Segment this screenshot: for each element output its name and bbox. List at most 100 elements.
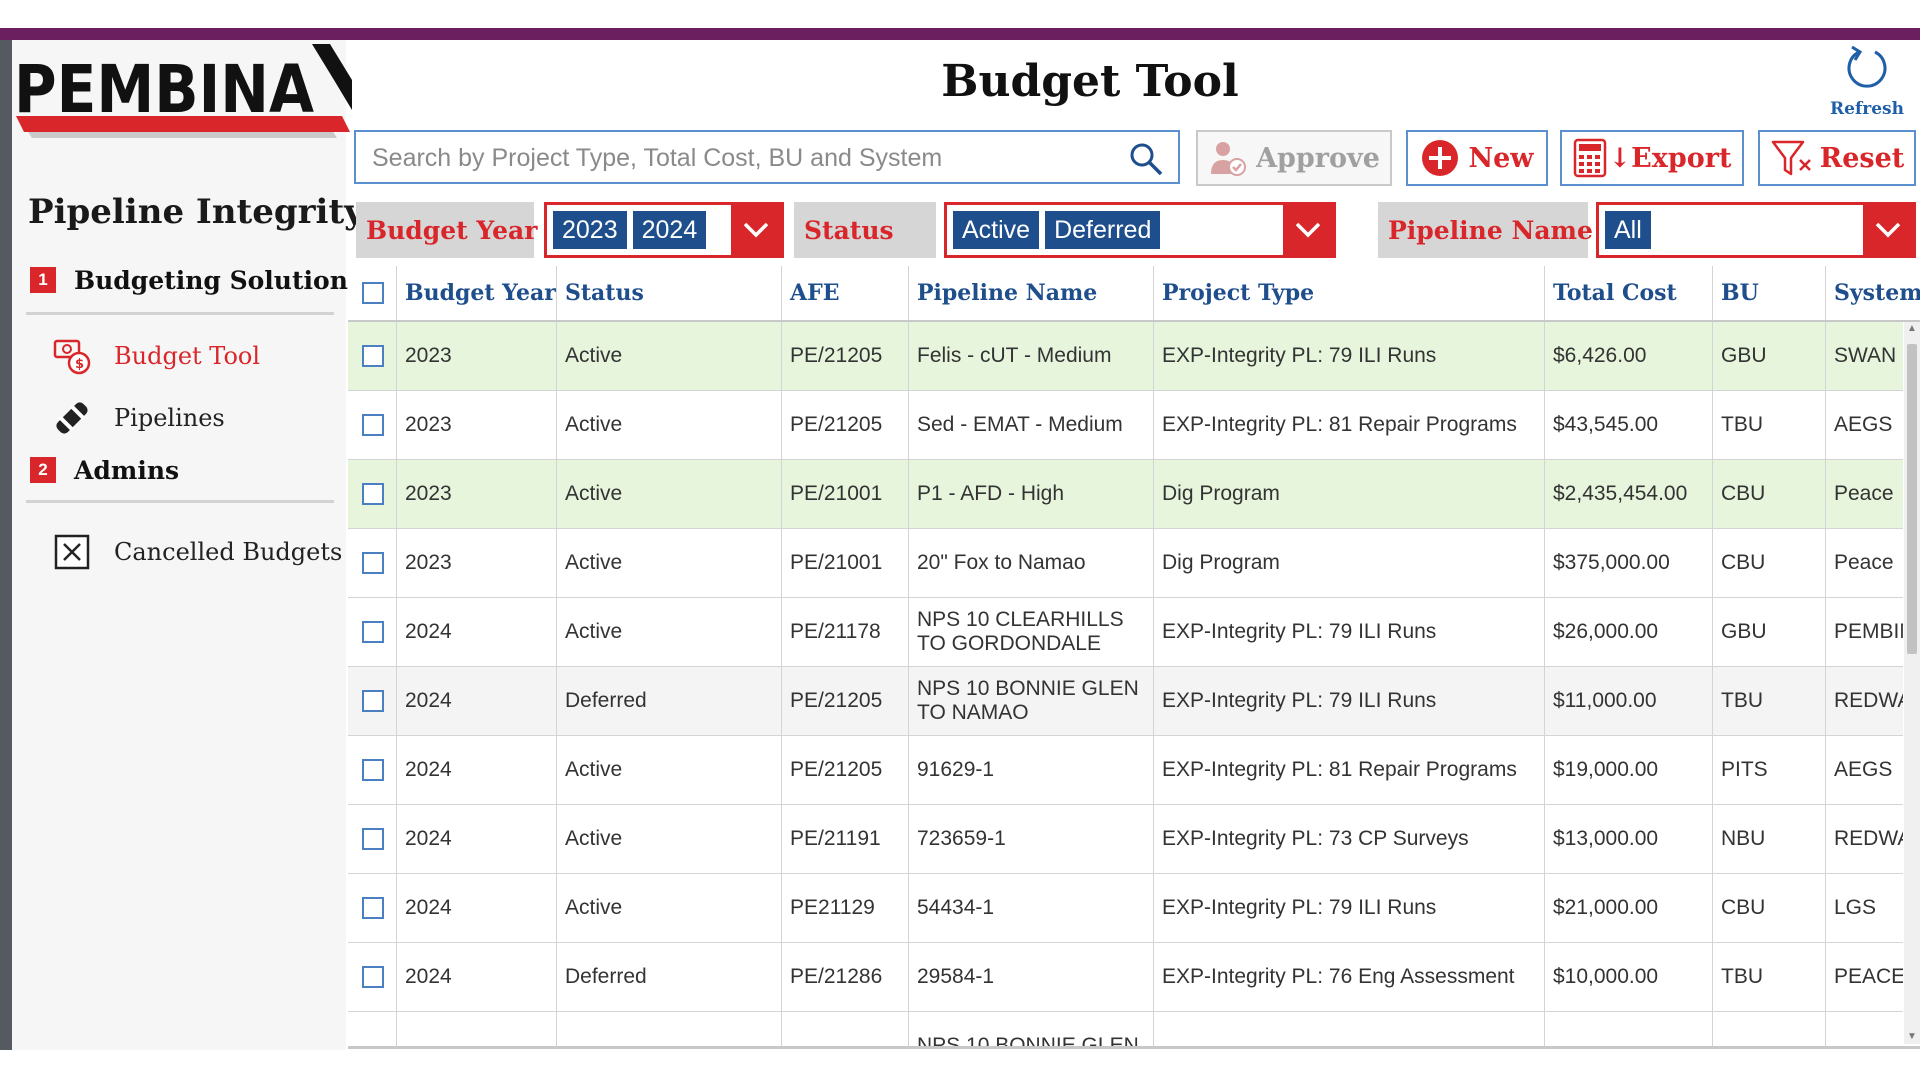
column-header-bu[interactable]: BU bbox=[1712, 266, 1825, 320]
row-checkbox[interactable] bbox=[362, 690, 384, 712]
cell-afe: PE/21001 bbox=[781, 529, 908, 597]
reset-button[interactable]: Reset bbox=[1758, 130, 1916, 186]
selected-chip[interactable]: All bbox=[1605, 211, 1651, 249]
table-row[interactable]: 2024 Active PE/21178 NPS 10 CLEARHILLS TO G… bbox=[348, 598, 1903, 667]
cell-budget-year: 2024 bbox=[396, 805, 556, 873]
cell-project-type: Dig Program bbox=[1153, 460, 1544, 528]
section-admins: 2 Admins bbox=[30, 450, 179, 490]
table-row[interactable]: 2023 Active PE/21001 P1 - AFD - High Dig Pro… bbox=[348, 460, 1903, 529]
pipeline-name-filter-label: Pipeline Name bbox=[1378, 202, 1593, 258]
cell-bu: CBU bbox=[1712, 529, 1825, 597]
budget-year-filter-label: Budget Year bbox=[356, 202, 537, 258]
new-button[interactable]: New bbox=[1406, 130, 1548, 186]
row-checkbox[interactable] bbox=[362, 897, 384, 919]
row-select-cell bbox=[348, 529, 396, 597]
chevron-down-icon[interactable] bbox=[1283, 205, 1333, 255]
cell-afe: PE/21191 bbox=[781, 805, 908, 873]
app-title: Pipeline Integrity bbox=[28, 192, 364, 232]
row-checkbox[interactable] bbox=[362, 483, 384, 505]
cell-bu: PITS bbox=[1712, 736, 1825, 804]
table-row[interactable]: 2024 Active PE/21205 91629-1 EXP-Integrity P… bbox=[348, 736, 1903, 805]
table-row[interactable]: 2024 Active PE21129 54434-1 EXP-Integrity PL… bbox=[348, 874, 1903, 943]
selected-chip[interactable]: Deferred bbox=[1045, 211, 1161, 249]
chevron-down-icon[interactable] bbox=[731, 205, 781, 255]
table-row[interactable]: NPS 10 BONNIE GLEN bbox=[348, 1012, 1903, 1048]
scroll-down-arrow[interactable]: ▼ bbox=[1907, 1031, 1917, 1042]
cell-afe: PE/21286 bbox=[781, 943, 908, 1011]
row-checkbox[interactable] bbox=[362, 759, 384, 781]
cell-afe: PE21129 bbox=[781, 874, 908, 942]
approve-button[interactable]: Approve bbox=[1196, 130, 1392, 186]
cell-project-type: EXP-Integrity PL: 73 CP Surveys bbox=[1153, 805, 1544, 873]
cell-bu: GBU bbox=[1712, 322, 1825, 390]
cell-project-type: EXP-Integrity PL: 79 ILI Runs bbox=[1153, 874, 1544, 942]
table-row[interactable]: 2024 Deferred PE/21205 NPS 10 BONNIE GLEN T… bbox=[348, 667, 1903, 736]
cell-project-type bbox=[1153, 1012, 1544, 1048]
cell-pipeline-name: NPS 10 BONNIE GLEN TO NAMAO bbox=[908, 667, 1153, 735]
cell-status: Deferred bbox=[556, 943, 781, 1011]
row-checkbox[interactable] bbox=[362, 345, 384, 367]
section-number: 1 bbox=[30, 267, 56, 293]
table-row[interactable]: 2024 Deferred PE/21286 29584-1 EXP-Integrity… bbox=[348, 943, 1903, 1012]
approve-label: Approve bbox=[1256, 142, 1380, 174]
search-box bbox=[354, 130, 1180, 184]
table-row[interactable]: 2023 Active PE/21205 Sed - EMAT - Medium EXP… bbox=[348, 391, 1903, 460]
table-row[interactable]: 2023 Active PE/21205 Felis - cUT - Medium EX… bbox=[348, 322, 1903, 391]
cell-system: PEACE bbox=[1825, 943, 1903, 1011]
selected-chip[interactable]: 2023 bbox=[553, 211, 627, 249]
pipeline-name-select[interactable]: All bbox=[1596, 202, 1916, 258]
sidebar-item-cancelled-budgets[interactable]: Cancelled Budgets bbox=[52, 530, 342, 574]
column-header-total-cost[interactable]: Total Cost bbox=[1544, 266, 1712, 320]
column-header-project-type[interactable]: Project Type bbox=[1153, 266, 1544, 320]
cell-total-cost: $21,000.00 bbox=[1544, 874, 1712, 942]
selected-chip[interactable]: 2024 bbox=[632, 211, 707, 249]
search-icon[interactable] bbox=[1128, 141, 1164, 182]
table-scrollbar[interactable]: ▲ ▼ bbox=[1904, 322, 1920, 1044]
column-header-budget-year[interactable]: Budget Year bbox=[396, 266, 556, 320]
row-checkbox[interactable] bbox=[362, 966, 384, 988]
new-label: New bbox=[1468, 142, 1534, 174]
scrollbar-thumb[interactable] bbox=[1907, 344, 1917, 654]
cell-status: Active bbox=[556, 460, 781, 528]
export-button[interactable]: ↓Export bbox=[1560, 130, 1744, 186]
spreadsheet-icon bbox=[1573, 138, 1606, 178]
refresh-button[interactable]: Refresh bbox=[1822, 42, 1912, 120]
chevron-down-icon[interactable] bbox=[1863, 205, 1913, 255]
cell-status: Deferred bbox=[556, 667, 781, 735]
cell-bu: TBU bbox=[1712, 667, 1825, 735]
cell-bu: TBU bbox=[1712, 943, 1825, 1011]
select-all-cell bbox=[348, 266, 396, 320]
sidebar-item-pipelines[interactable]: Pipelines bbox=[52, 396, 225, 440]
scroll-up-arrow[interactable]: ▲ bbox=[1907, 323, 1917, 334]
sidebar-item-budget-tool[interactable]: $ Budget Tool bbox=[52, 334, 260, 378]
cell-bu: GBU bbox=[1712, 598, 1825, 666]
cell-total-cost: $11,000.00 bbox=[1544, 667, 1712, 735]
cell-bu bbox=[1712, 1012, 1825, 1048]
cell-pipeline-name: Felis - cUT - Medium bbox=[908, 322, 1153, 390]
table-row[interactable]: 2023 Active PE/21001 20" Fox to Namao Dig Pr… bbox=[348, 529, 1903, 598]
table-row[interactable]: 2024 Active PE/21191 723659-1 EXP-Integrity … bbox=[348, 805, 1903, 874]
section-budgeting-solution: 1 Budgeting Solution bbox=[30, 260, 348, 300]
cell-status: Active bbox=[556, 736, 781, 804]
row-checkbox[interactable] bbox=[362, 621, 384, 643]
row-checkbox[interactable] bbox=[362, 414, 384, 436]
cell-status: Active bbox=[556, 391, 781, 459]
column-header-pipeline-name[interactable]: Pipeline Name bbox=[908, 266, 1153, 320]
cell-project-type: Dig Program bbox=[1153, 529, 1544, 597]
status-select[interactable]: Active Deferred bbox=[944, 202, 1336, 258]
column-header-status[interactable]: Status bbox=[556, 266, 781, 320]
cell-budget-year: 2024 bbox=[396, 667, 556, 735]
select-all-checkbox[interactable] bbox=[362, 282, 384, 304]
search-input[interactable] bbox=[370, 132, 1134, 184]
budget-year-select[interactable]: 2023 2024 bbox=[544, 202, 784, 258]
column-header-system[interactable]: System bbox=[1825, 266, 1920, 320]
row-checkbox[interactable] bbox=[362, 828, 384, 850]
column-header-afe[interactable]: AFE bbox=[781, 266, 908, 320]
cell-project-type: EXP-Integrity PL: 76 Eng Assessment bbox=[1153, 943, 1544, 1011]
row-checkbox[interactable] bbox=[362, 552, 384, 574]
filter-clear-icon bbox=[1771, 140, 1811, 176]
sidebar: PEMBINA Pipeline Integrity 1 Budgeting S… bbox=[12, 40, 364, 1050]
cell-project-type: EXP-Integrity PL: 79 ILI Runs bbox=[1153, 667, 1544, 735]
cell-pipeline-name: NPS 10 BONNIE GLEN bbox=[908, 1012, 1153, 1048]
selected-chip[interactable]: Active bbox=[953, 211, 1040, 249]
